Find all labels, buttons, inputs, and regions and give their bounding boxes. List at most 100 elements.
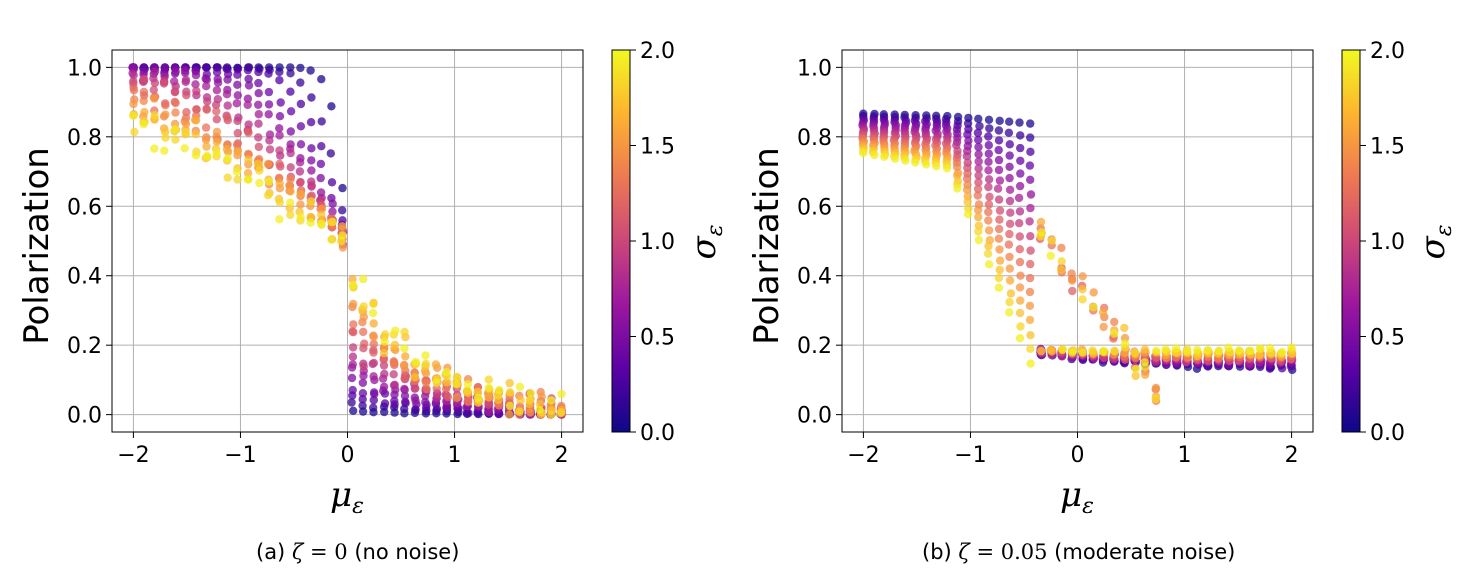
panel-b-point-743 [1161, 345, 1170, 354]
panel-b-point-715 [870, 150, 879, 160]
panel-a-point-59 [307, 93, 316, 102]
panel-a-point-224 [275, 124, 284, 133]
panel-a-point-742 [421, 351, 430, 360]
panel-a-colorbar-ticks: 0.0 0.5 1.0 1.5 2.0 [630, 39, 675, 446]
panel-a-point-17 [306, 66, 315, 75]
panel-a-point-734 [338, 231, 347, 240]
panel-a-point-657 [410, 373, 420, 382]
panel-a-point-546 [129, 99, 138, 109]
panel-a-point-745 [452, 379, 461, 389]
panel-b-point-730 [1026, 359, 1035, 368]
panel-a-point-137 [244, 74, 253, 84]
panel-a-point-60 [317, 117, 326, 126]
panel-b-point-12 [984, 115, 994, 125]
panel-b-point-744 [1171, 344, 1181, 353]
panel-a-point-747 [473, 393, 483, 403]
panel-b-point-519 [1016, 271, 1025, 280]
panel-a-point-602 [275, 179, 284, 188]
panel-a-point-147 [348, 385, 357, 395]
panel-b-point-729 [1015, 334, 1025, 343]
panel-b-point-720 [921, 160, 931, 169]
panel-a-point-275 [369, 372, 378, 381]
panel-a-point-713 [557, 408, 566, 417]
panel-b-point-523 [1057, 243, 1066, 253]
panel-b-point-348 [984, 182, 993, 192]
panel-b-point-472 [962, 174, 972, 183]
panel-a-point-714 [129, 111, 138, 120]
panel-a-point-687 [286, 210, 295, 220]
panel-a-point-141 [286, 107, 296, 116]
panel-b-point-640 [963, 197, 972, 206]
panel-b-point-561 [1015, 283, 1025, 292]
panel-a-point-223 [264, 110, 273, 119]
panel-b-point-611 [1098, 308, 1108, 317]
panel-b-point-440 [1068, 286, 1077, 296]
panel-b-point-566 [1068, 276, 1077, 285]
panel-a-point-751 [515, 382, 525, 391]
panel-a-point-191 [370, 390, 379, 399]
panel-b-point-306 [984, 175, 994, 184]
panel-b-point-528 [1110, 317, 1119, 327]
panel-b-point-53 [975, 121, 984, 131]
panel-b-point-516 [984, 216, 993, 225]
panel-a-point-346 [233, 116, 242, 126]
panel-b-point-690 [1047, 236, 1057, 245]
panel-a-point-567 [349, 299, 358, 309]
panel-a-xtick-label-4: 2 [555, 443, 569, 468]
panel-b-point-476 [1004, 240, 1014, 249]
panel-a-point-641 [244, 155, 253, 164]
panel-b-point-728 [1005, 308, 1014, 317]
panel-b-point-739 [1120, 339, 1130, 348]
panel-b-point-435 [1015, 245, 1024, 254]
panel-b-point-741 [1140, 358, 1149, 367]
panel-a-point-717 [160, 146, 169, 155]
panel-a-point-624 [505, 410, 514, 419]
panel-a-point-381 [159, 79, 169, 88]
panel-a-point-217 [202, 75, 211, 84]
panel-b-point-750 [1234, 346, 1244, 355]
panel-b-point-477 [1015, 257, 1025, 267]
panel-a-point-748 [484, 383, 493, 393]
panel-a-point-62 [338, 206, 347, 215]
caption-b: (b) ζ = 0.05 (moderate noise) [922, 540, 1236, 564]
panel-a-point-318 [380, 369, 389, 379]
panel-a-point-348 [254, 133, 263, 142]
panel-b-point-137 [974, 135, 983, 145]
panel-b-point-723 [953, 184, 962, 193]
panel-b-ylabel: Polarization [747, 147, 787, 345]
panel-b-point-748 [1214, 347, 1224, 356]
panel-a-point-485 [369, 339, 378, 349]
panel-a-point-569 [369, 332, 378, 341]
panel-a-xtick-label-1: −1 [224, 443, 256, 468]
panel-a-point-264 [254, 110, 263, 119]
panel-a-point-61 [326, 149, 335, 158]
panel-a-point-442 [360, 339, 369, 348]
panel-a-point-216 [191, 71, 201, 80]
panel-b-point-96 [984, 132, 993, 141]
panel-b-point-717 [890, 154, 900, 163]
panel-b-xtick-label-2: 0 [1071, 443, 1085, 468]
panel-a-point-572 [400, 362, 409, 371]
panel-a-point-549 [161, 110, 170, 119]
panel-a-point-562 [296, 200, 305, 209]
panel-a-point-529 [390, 359, 399, 368]
panel-a-point-190 [358, 378, 368, 387]
panel-b-point-389 [974, 178, 983, 187]
panel-b-point-265 [995, 176, 1005, 185]
panel-b-points [858, 109, 1297, 406]
panel-a-point-412 [484, 400, 493, 409]
panel-a-point-254 [150, 67, 160, 76]
panel-a-point-227 [307, 166, 316, 175]
panel-a-point-703 [452, 372, 462, 382]
panel-a-point-56 [275, 67, 284, 77]
panel-b-point-478 [1025, 273, 1035, 283]
panel-a-point-694 [359, 302, 368, 311]
panel-b-point-603 [1016, 296, 1025, 305]
panel-a-point-712 [547, 410, 556, 419]
panel-b-point-184 [1026, 175, 1035, 184]
panel-a-point-681 [223, 173, 232, 182]
panel-a-xlabel: με [330, 475, 364, 519]
panel-a-point-663 [473, 387, 482, 397]
panel-a-yticks: 0.0 0.2 0.4 0.6 0.8 1.0 [67, 56, 112, 429]
panel-b-ytick-label-0: 0.0 [797, 404, 832, 429]
